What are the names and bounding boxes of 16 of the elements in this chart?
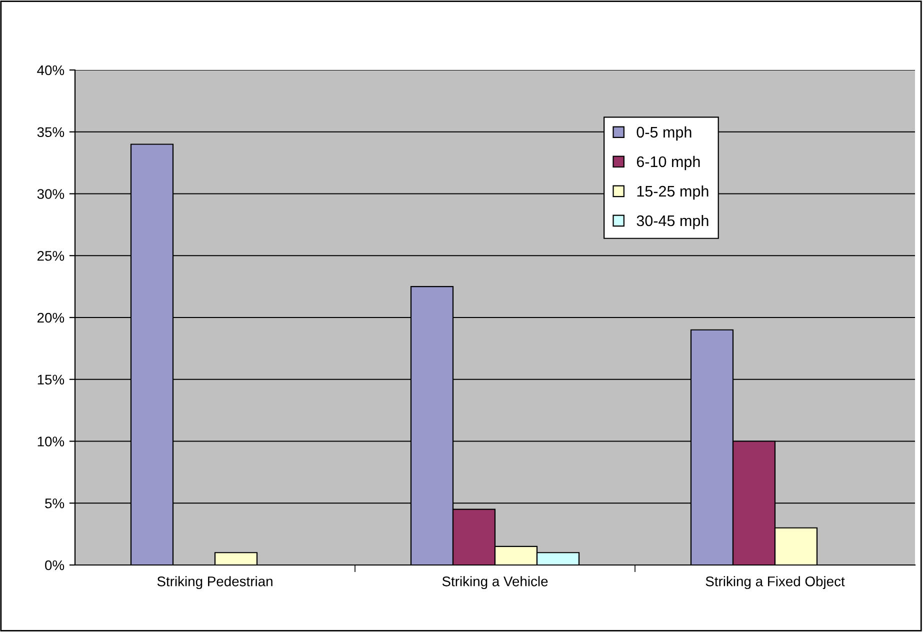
y-tick-label: 5%	[45, 498, 64, 508]
x-tick-label: Striking a Fixed Object	[706, 576, 845, 590]
x-tick-label: Striking a Vehicle	[442, 576, 548, 590]
y-tick-label: 30%	[37, 189, 64, 199]
y-tick-label: 40%	[37, 65, 64, 76]
y-tick-label: 20%	[37, 312, 64, 323]
y-tick-label: 10%	[38, 436, 64, 446]
legend-label: 15-25 mph	[637, 185, 708, 200]
y-tick-label: 25%	[37, 250, 64, 261]
x-tick-label: Striking Pedestrian	[157, 576, 272, 590]
legend-label: 6-10 mph	[636, 156, 700, 170]
y-tick-label: 0%	[45, 560, 64, 570]
legend-label: 0-5 mph	[636, 126, 692, 141]
y-tick-label: 15%	[38, 374, 64, 385]
y-tick-label: 35%	[37, 127, 64, 138]
legend-label: 30-45 mph	[636, 214, 708, 230]
